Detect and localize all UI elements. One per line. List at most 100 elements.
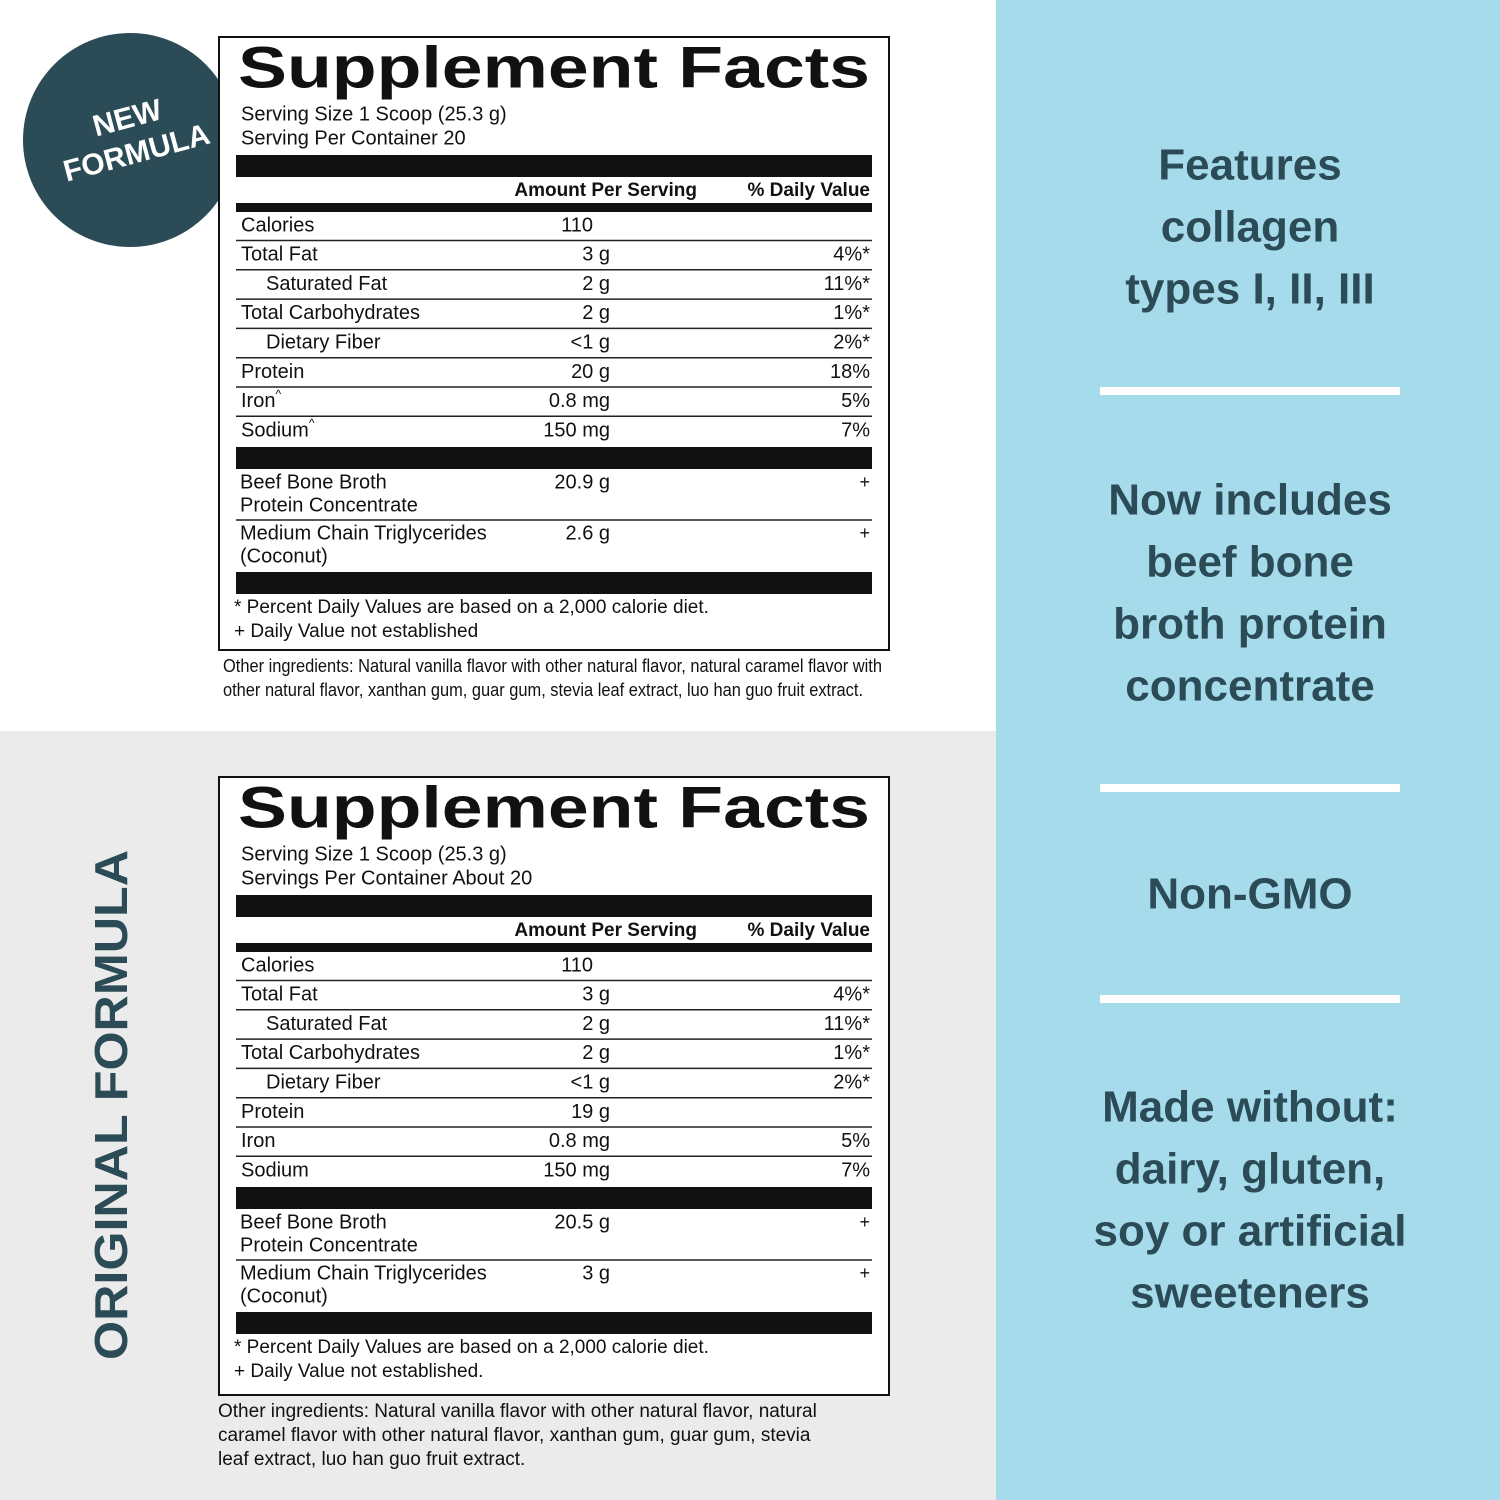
ingredient-name: Protein Concentrate: [240, 1234, 418, 1256]
other-ingredients: leaf extract, luo han guo fruit extract.: [218, 1449, 525, 1470]
facts-title: Supplement Facts: [238, 775, 870, 840]
facts-title: Supplement Facts: [238, 35, 870, 100]
footnote: * Percent Daily Values are based on a 2,…: [234, 1337, 709, 1358]
other-ingredients: Other ingredients: Natural vanilla flavo…: [223, 656, 882, 676]
nutrient-amount: 2 g: [582, 1013, 610, 1035]
ingredient-name: Medium Chain Triglycerides: [240, 1262, 487, 1284]
daily-value: +: [859, 1263, 870, 1283]
nutrient-amount: 110: [561, 954, 593, 976]
daily-value: +: [859, 1212, 870, 1232]
column-header: Amount Per Serving: [514, 180, 697, 201]
rule-bar: [236, 572, 872, 594]
daily-value: 7%: [841, 419, 870, 441]
nutrient-amount: 2 g: [582, 302, 610, 324]
footnote: + Daily Value not established: [234, 621, 478, 642]
nutrient-amount: 0.8 mg: [549, 1130, 610, 1152]
column-header: Amount Per Serving: [514, 920, 697, 941]
feature-line: concentrate: [1125, 662, 1374, 711]
rule-bar: [236, 895, 872, 917]
feature-panel: [996, 0, 1500, 1500]
nutrient-name: Protein: [241, 361, 304, 383]
daily-value: 1%*: [833, 302, 870, 324]
nutrient-name: Dietary Fiber: [266, 1071, 381, 1093]
nutrient-amount: 19 g: [571, 1101, 610, 1123]
feature-line: dairy, gluten,: [1115, 1145, 1386, 1194]
footnote: + Daily Value not established.: [234, 1361, 483, 1382]
nutrient-amount: <1 g: [571, 1071, 610, 1093]
feature-line: Now includes: [1108, 476, 1392, 525]
rule-bar: [236, 447, 872, 469]
serving-size: Serving Size 1 Scoop (25.3 g): [241, 103, 507, 125]
daily-value: 18%: [830, 361, 870, 383]
other-ingredients: other natural flavor, xanthan gum, guar …: [223, 680, 863, 700]
nutrient-name: Sodium: [241, 1159, 309, 1181]
feature-line: beef bone: [1146, 538, 1354, 587]
facts-box: [218, 36, 890, 651]
nutrient-name: Total Fat: [241, 244, 318, 266]
daily-value: 11%*: [824, 1013, 871, 1035]
rule-bar: [236, 1312, 872, 1334]
serving-size: Serving Size 1 Scoop (25.3 g): [241, 843, 507, 865]
ingredient-amount: 20.5 g: [554, 1211, 610, 1233]
daily-value: 2%*: [833, 1071, 870, 1093]
ingredient-name: Protein Concentrate: [240, 494, 418, 516]
daily-value: 5%: [841, 1130, 870, 1152]
footnote-mark: ^: [309, 416, 315, 430]
column-header: % Daily Value: [747, 920, 870, 941]
nutrient-amount: 150 mg: [543, 1159, 610, 1181]
footnote-mark: ^: [275, 387, 281, 401]
nutrient-amount: 20 g: [571, 361, 610, 383]
daily-value: +: [859, 523, 870, 543]
other-ingredients: caramel flavor with other natural flavor…: [218, 1425, 811, 1446]
nutrient-name: Total Fat: [241, 984, 318, 1006]
daily-value: +: [859, 472, 870, 492]
rule-bar: [236, 155, 872, 177]
nutrient-name: Total Carbohydrates: [241, 1042, 420, 1064]
daily-value: 2%*: [833, 331, 870, 353]
ingredient-name: Beef Bone Broth: [240, 471, 387, 493]
ingredient-name: (Coconut): [240, 1285, 328, 1307]
nutrient-amount: 0.8 mg: [549, 390, 610, 412]
nutrient-amount: 2 g: [582, 273, 610, 295]
feature-line: soy or artificial: [1093, 1207, 1406, 1256]
feature-line: sweeteners: [1130, 1269, 1370, 1318]
nutrient-name: Sodium^: [241, 416, 315, 441]
daily-value: 7%: [841, 1159, 870, 1181]
nutrient-amount: <1 g: [571, 331, 610, 353]
nutrient-name: Saturated Fat: [266, 273, 388, 295]
feature-line: Made without:: [1102, 1083, 1398, 1132]
nutrient-amount: 3 g: [582, 244, 610, 266]
daily-value: 4%*: [833, 984, 870, 1006]
column-header: % Daily Value: [747, 180, 870, 201]
nutrient-amount: 150 mg: [543, 419, 610, 441]
nutrient-name: Total Carbohydrates: [241, 302, 420, 324]
ingredient-amount: 20.9 g: [554, 471, 610, 493]
servings: Serving Per Container 20: [241, 127, 466, 149]
rule-bar: [236, 1187, 872, 1209]
nutrient-name: Protein: [241, 1101, 304, 1123]
nutrient-name: Iron^: [241, 387, 281, 412]
daily-value: 11%*: [824, 273, 871, 295]
feature-line: Features: [1158, 141, 1341, 190]
nutrient-name: Saturated Fat: [266, 1013, 388, 1035]
feature-line: broth protein: [1113, 600, 1387, 649]
ingredient-amount: 2.6 g: [566, 522, 610, 544]
nutrient-amount: 110: [561, 214, 593, 236]
nutrient-name: Calories: [241, 954, 314, 976]
feature-line: Non-GMO: [1147, 870, 1352, 919]
servings: Servings Per Container About 20: [241, 867, 532, 889]
nutrient-name: Calories: [241, 214, 314, 236]
ingredient-name: (Coconut): [240, 545, 328, 567]
ingredient-name: Medium Chain Triglycerides: [240, 522, 487, 544]
rule-bar: [236, 203, 872, 212]
daily-value: 5%: [841, 390, 870, 412]
nutrient-amount: 2 g: [582, 1042, 610, 1064]
daily-value: 4%*: [833, 244, 870, 266]
ingredient-name: Beef Bone Broth: [240, 1211, 387, 1233]
side-label: ORIGINAL FORMULA: [85, 850, 137, 1360]
badge: [23, 33, 237, 247]
nutrient-amount: 3 g: [582, 984, 610, 1006]
nutrient-name: Iron: [241, 1130, 275, 1152]
facts-box: [218, 776, 890, 1396]
